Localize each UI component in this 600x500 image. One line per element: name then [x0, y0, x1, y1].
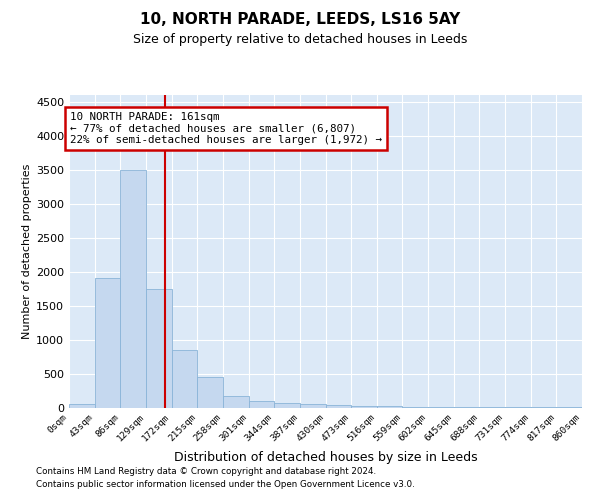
- Bar: [377, 406, 403, 408]
- Bar: [351, 406, 377, 407]
- Text: 10, NORTH PARADE, LEEDS, LS16 5AY: 10, NORTH PARADE, LEEDS, LS16 5AY: [140, 12, 460, 28]
- X-axis label: Distribution of detached houses by size in Leeds: Distribution of detached houses by size …: [173, 452, 478, 464]
- Bar: [172, 350, 197, 408]
- Bar: [197, 377, 223, 408]
- Bar: [223, 396, 248, 407]
- Y-axis label: Number of detached properties: Number of detached properties: [22, 164, 32, 339]
- Bar: [121, 170, 146, 408]
- Bar: [146, 288, 172, 408]
- Bar: [325, 405, 351, 407]
- Bar: [300, 404, 325, 407]
- Bar: [69, 404, 95, 407]
- Bar: [403, 407, 428, 408]
- Text: 10 NORTH PARADE: 161sqm
← 77% of detached houses are smaller (6,807)
22% of semi: 10 NORTH PARADE: 161sqm ← 77% of detache…: [70, 112, 382, 145]
- Text: Contains public sector information licensed under the Open Government Licence v3: Contains public sector information licen…: [36, 480, 415, 489]
- Bar: [274, 402, 300, 407]
- Text: Contains HM Land Registry data © Crown copyright and database right 2024.: Contains HM Land Registry data © Crown c…: [36, 467, 376, 476]
- Text: Size of property relative to detached houses in Leeds: Size of property relative to detached ho…: [133, 32, 467, 46]
- Bar: [248, 400, 274, 407]
- Bar: [95, 278, 121, 407]
- Bar: [428, 407, 454, 408]
